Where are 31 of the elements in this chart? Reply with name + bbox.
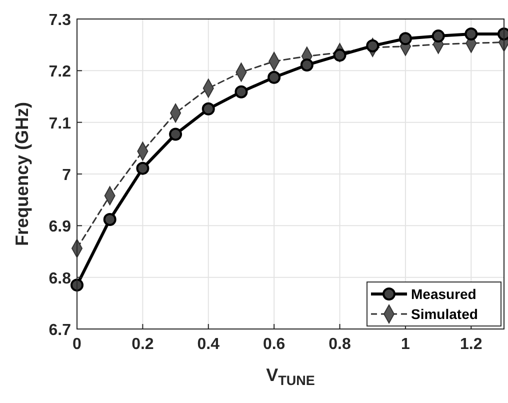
point: [103, 212, 116, 226]
y-tick-label: 6.9: [48, 218, 72, 236]
x-tick-label: 0.8: [328, 336, 351, 353]
point: [432, 30, 445, 43]
point: [300, 58, 314, 72]
y-tick-label: 7: [62, 167, 72, 184]
y-tick-label: 7.2: [48, 64, 72, 81]
point: [398, 32, 412, 46]
point: [268, 70, 281, 84]
y-tick-label: 6.7: [48, 322, 72, 339]
y-axis-title: Frequency (GHz): [12, 102, 32, 246]
y-tick-label: 7.3: [48, 12, 72, 29]
x-tick-label: 1.2: [460, 336, 482, 353]
legend-label: Simulated: [411, 306, 478, 322]
point: [333, 48, 346, 62]
point: [136, 162, 150, 175]
point: [464, 27, 478, 40]
y-tick-label: 6.8: [48, 270, 72, 288]
x-tick-label: 0: [72, 336, 82, 353]
x-tick-label: 0.6: [262, 336, 286, 353]
x-axis-title: V$_{TUNE}$: [266, 365, 315, 388]
x-tick-label: 1: [401, 336, 410, 353]
legend-label: Measured: [411, 286, 476, 302]
point: [202, 102, 215, 116]
point: [234, 85, 248, 98]
point: [366, 39, 380, 52]
x-tick-label: 0.4: [197, 336, 220, 353]
y-tick-label: 7.1: [48, 115, 72, 132]
point: [169, 128, 182, 141]
point: [70, 278, 84, 292]
x-tick-label: 0.2: [132, 336, 154, 353]
